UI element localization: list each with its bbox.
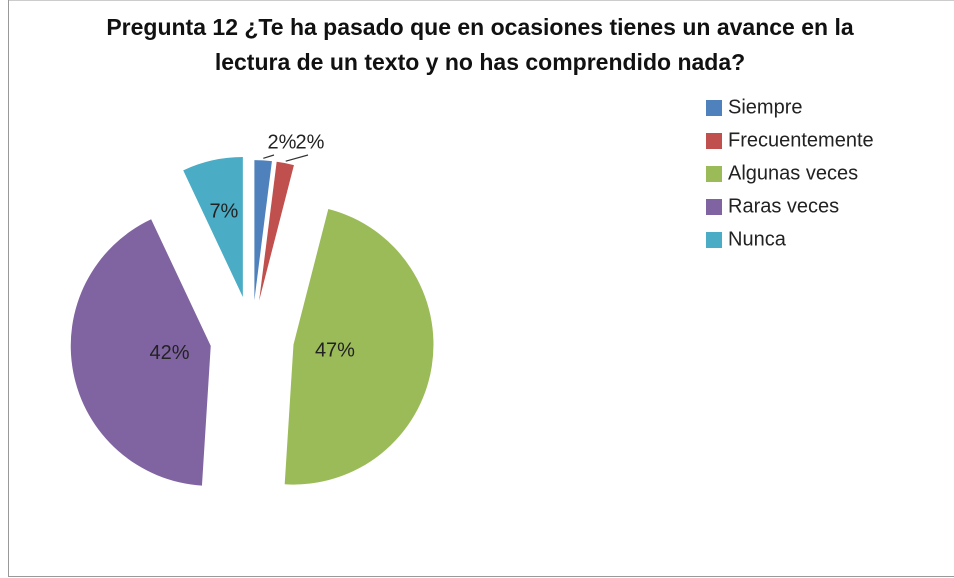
legend-label: Algunas veces: [728, 162, 858, 184]
data-label: 7%: [209, 201, 238, 223]
legend-swatch: [706, 199, 722, 215]
legend-swatch: [706, 166, 722, 182]
legend-swatch: [706, 100, 722, 116]
legend-label: Raras veces: [728, 195, 839, 217]
legend-label: Siempre: [728, 96, 802, 118]
pie-slice: [183, 157, 243, 298]
chart-title: Pregunta 12 ¿Te ha pasado que en ocasion…: [106, 14, 854, 75]
pie-slice: [70, 219, 211, 486]
leader-line: [263, 154, 275, 159]
leader-line: [285, 154, 309, 162]
legend-label: Frecuentemente: [728, 129, 874, 151]
data-label: 47%: [315, 339, 355, 361]
data-label: 2%: [268, 131, 297, 153]
chart-border: [8, 0, 954, 577]
data-label: 2%: [296, 131, 325, 153]
pie-slice: [259, 161, 294, 301]
legend-swatch: [706, 232, 722, 248]
data-label: 42%: [149, 342, 189, 364]
legend-label: Nunca: [728, 228, 787, 250]
legend-swatch: [706, 133, 722, 149]
pie-slice: [254, 160, 272, 301]
pie-slice: [284, 208, 434, 485]
